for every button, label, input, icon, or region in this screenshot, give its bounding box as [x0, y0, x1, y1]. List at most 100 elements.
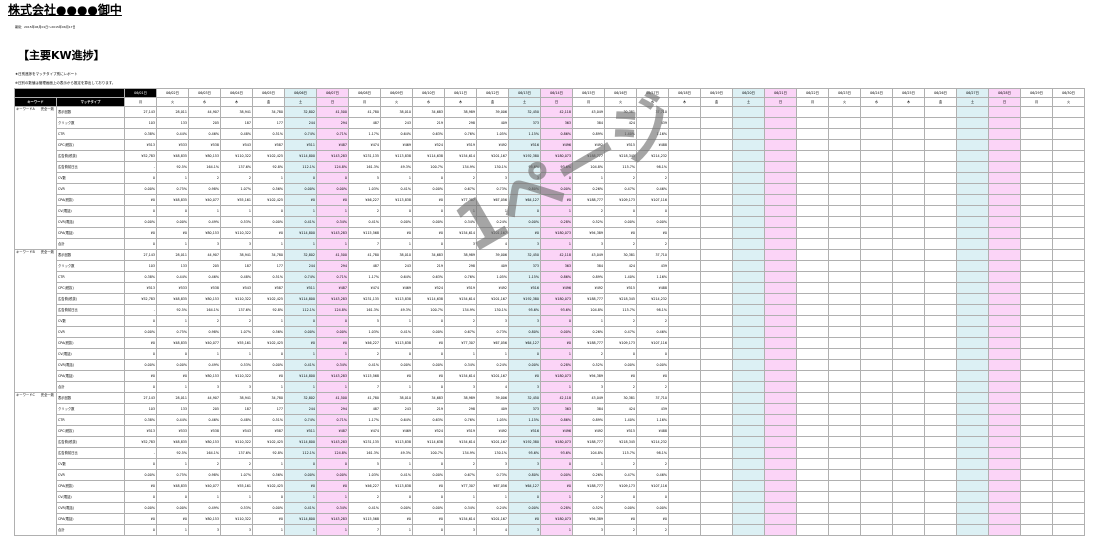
value-cell — [1052, 315, 1085, 327]
metric-label-cell: CVR — [56, 326, 125, 338]
value-cell: 3 — [572, 238, 605, 250]
value-cell — [860, 161, 893, 173]
value-cell: ¥0 — [540, 337, 573, 349]
value-cell: 0.00% — [604, 502, 637, 514]
value-cell: ¥488 — [636, 282, 669, 294]
value-cell: 92.8% — [252, 304, 285, 316]
value-cell — [924, 227, 957, 239]
value-cell: ¥543 — [220, 139, 253, 151]
value-cell — [860, 150, 893, 162]
metric-label-cell: CPA(税抜) — [56, 337, 125, 349]
value-cell — [1020, 271, 1053, 283]
value-cell: 1.40% — [604, 271, 637, 283]
value-cell — [892, 282, 925, 294]
value-cell: 0 — [508, 491, 541, 503]
value-cell: 42,118 — [540, 249, 573, 261]
value-cell: 0 — [284, 458, 317, 470]
value-cell: ¥533 — [156, 139, 189, 151]
value-cell: ¥519 — [444, 282, 477, 294]
value-cell: 0.74% — [284, 414, 317, 426]
value-cell — [956, 128, 989, 140]
value-cell: 487 — [348, 260, 381, 272]
value-cell: 0.52% — [572, 502, 605, 514]
value-cell: 2 — [572, 491, 605, 503]
value-cell: 0.26% — [572, 326, 605, 338]
value-cell: 1 — [156, 458, 189, 470]
value-cell: 161.3% — [348, 447, 381, 459]
value-cell: 41,500 — [316, 106, 349, 118]
value-cell — [700, 194, 733, 206]
value-cell — [828, 194, 861, 206]
value-cell — [764, 183, 797, 195]
value-cell: ¥52,783 — [124, 293, 157, 305]
value-cell — [892, 139, 925, 151]
value-cell — [764, 469, 797, 481]
value-cell: 0.64% — [380, 414, 413, 426]
value-cell: 92.8% — [252, 161, 285, 173]
value-cell: 27,143 — [124, 106, 157, 118]
value-cell: 0.51% — [252, 128, 285, 140]
value-cell — [764, 315, 797, 327]
value-cell: 0.00% — [124, 183, 157, 195]
value-cell: ¥67,056 — [476, 194, 509, 206]
table-row: CVR 0.00% 0.75% 0.98% 1.07% 0.56% 0.00% 0.00% 1.… — [15, 469, 1085, 481]
value-cell — [828, 491, 861, 503]
value-cell: 0.47% — [604, 326, 637, 338]
value-cell: 28,011 — [156, 106, 189, 118]
value-cell: ¥40,077 — [188, 194, 221, 206]
value-cell: 98.1% — [636, 447, 669, 459]
value-cell — [1052, 271, 1085, 283]
value-cell: 0 — [380, 205, 413, 217]
value-cell — [732, 260, 765, 272]
value-cell: 0 — [124, 315, 157, 327]
value-cell: ¥180,073 — [540, 370, 573, 382]
weekday-header-cell: 木 — [892, 97, 925, 107]
value-cell: 1 — [220, 348, 253, 360]
value-cell: 1 — [156, 381, 189, 393]
value-cell — [668, 216, 701, 228]
value-cell — [1052, 513, 1085, 525]
value-cell — [764, 150, 797, 162]
value-cell: ¥180,073 — [540, 293, 573, 305]
value-cell: 0.00% — [540, 183, 573, 195]
value-cell: ¥109,173 — [604, 337, 637, 349]
weekday-header-cell: 日 — [540, 97, 573, 107]
value-cell — [764, 172, 797, 184]
value-cell — [924, 337, 957, 349]
value-cell — [764, 348, 797, 360]
value-cell — [1052, 491, 1085, 503]
value-cell: ¥214,232 — [636, 150, 669, 162]
value-cell: 2 — [188, 172, 221, 184]
value-cell: 0.28% — [540, 502, 573, 514]
value-cell — [956, 293, 989, 305]
value-cell — [924, 117, 957, 129]
value-cell — [860, 403, 893, 415]
value-cell: 112.1% — [284, 447, 317, 459]
value-cell — [956, 414, 989, 426]
value-cell — [956, 370, 989, 382]
value-cell — [956, 271, 989, 283]
value-cell: 298 — [444, 117, 477, 129]
value-cell: 95.6% — [508, 161, 541, 173]
value-cell: 0.46% — [188, 414, 221, 426]
value-cell — [828, 216, 861, 228]
value-cell: ¥214,232 — [636, 436, 669, 448]
value-cell: 0 — [252, 491, 285, 503]
weekday-header-cell: 火 — [1052, 97, 1085, 107]
value-cell — [924, 293, 957, 305]
value-cell: 0.00% — [540, 469, 573, 481]
value-cell: 0.53% — [220, 502, 253, 514]
value-cell: 28,011 — [156, 392, 189, 404]
value-cell — [668, 172, 701, 184]
value-cell — [668, 502, 701, 514]
value-cell — [828, 414, 861, 426]
value-cell: ¥496 — [540, 282, 573, 294]
metric-label-cell: CVR — [56, 469, 125, 481]
value-cell: 130.1% — [476, 447, 509, 459]
value-cell — [988, 172, 1021, 184]
value-cell: 0.86% — [540, 271, 573, 283]
value-cell — [1052, 216, 1085, 228]
value-cell: 3 — [188, 524, 221, 536]
value-cell: 0.00% — [284, 183, 317, 195]
value-cell: 43,049 — [572, 106, 605, 118]
